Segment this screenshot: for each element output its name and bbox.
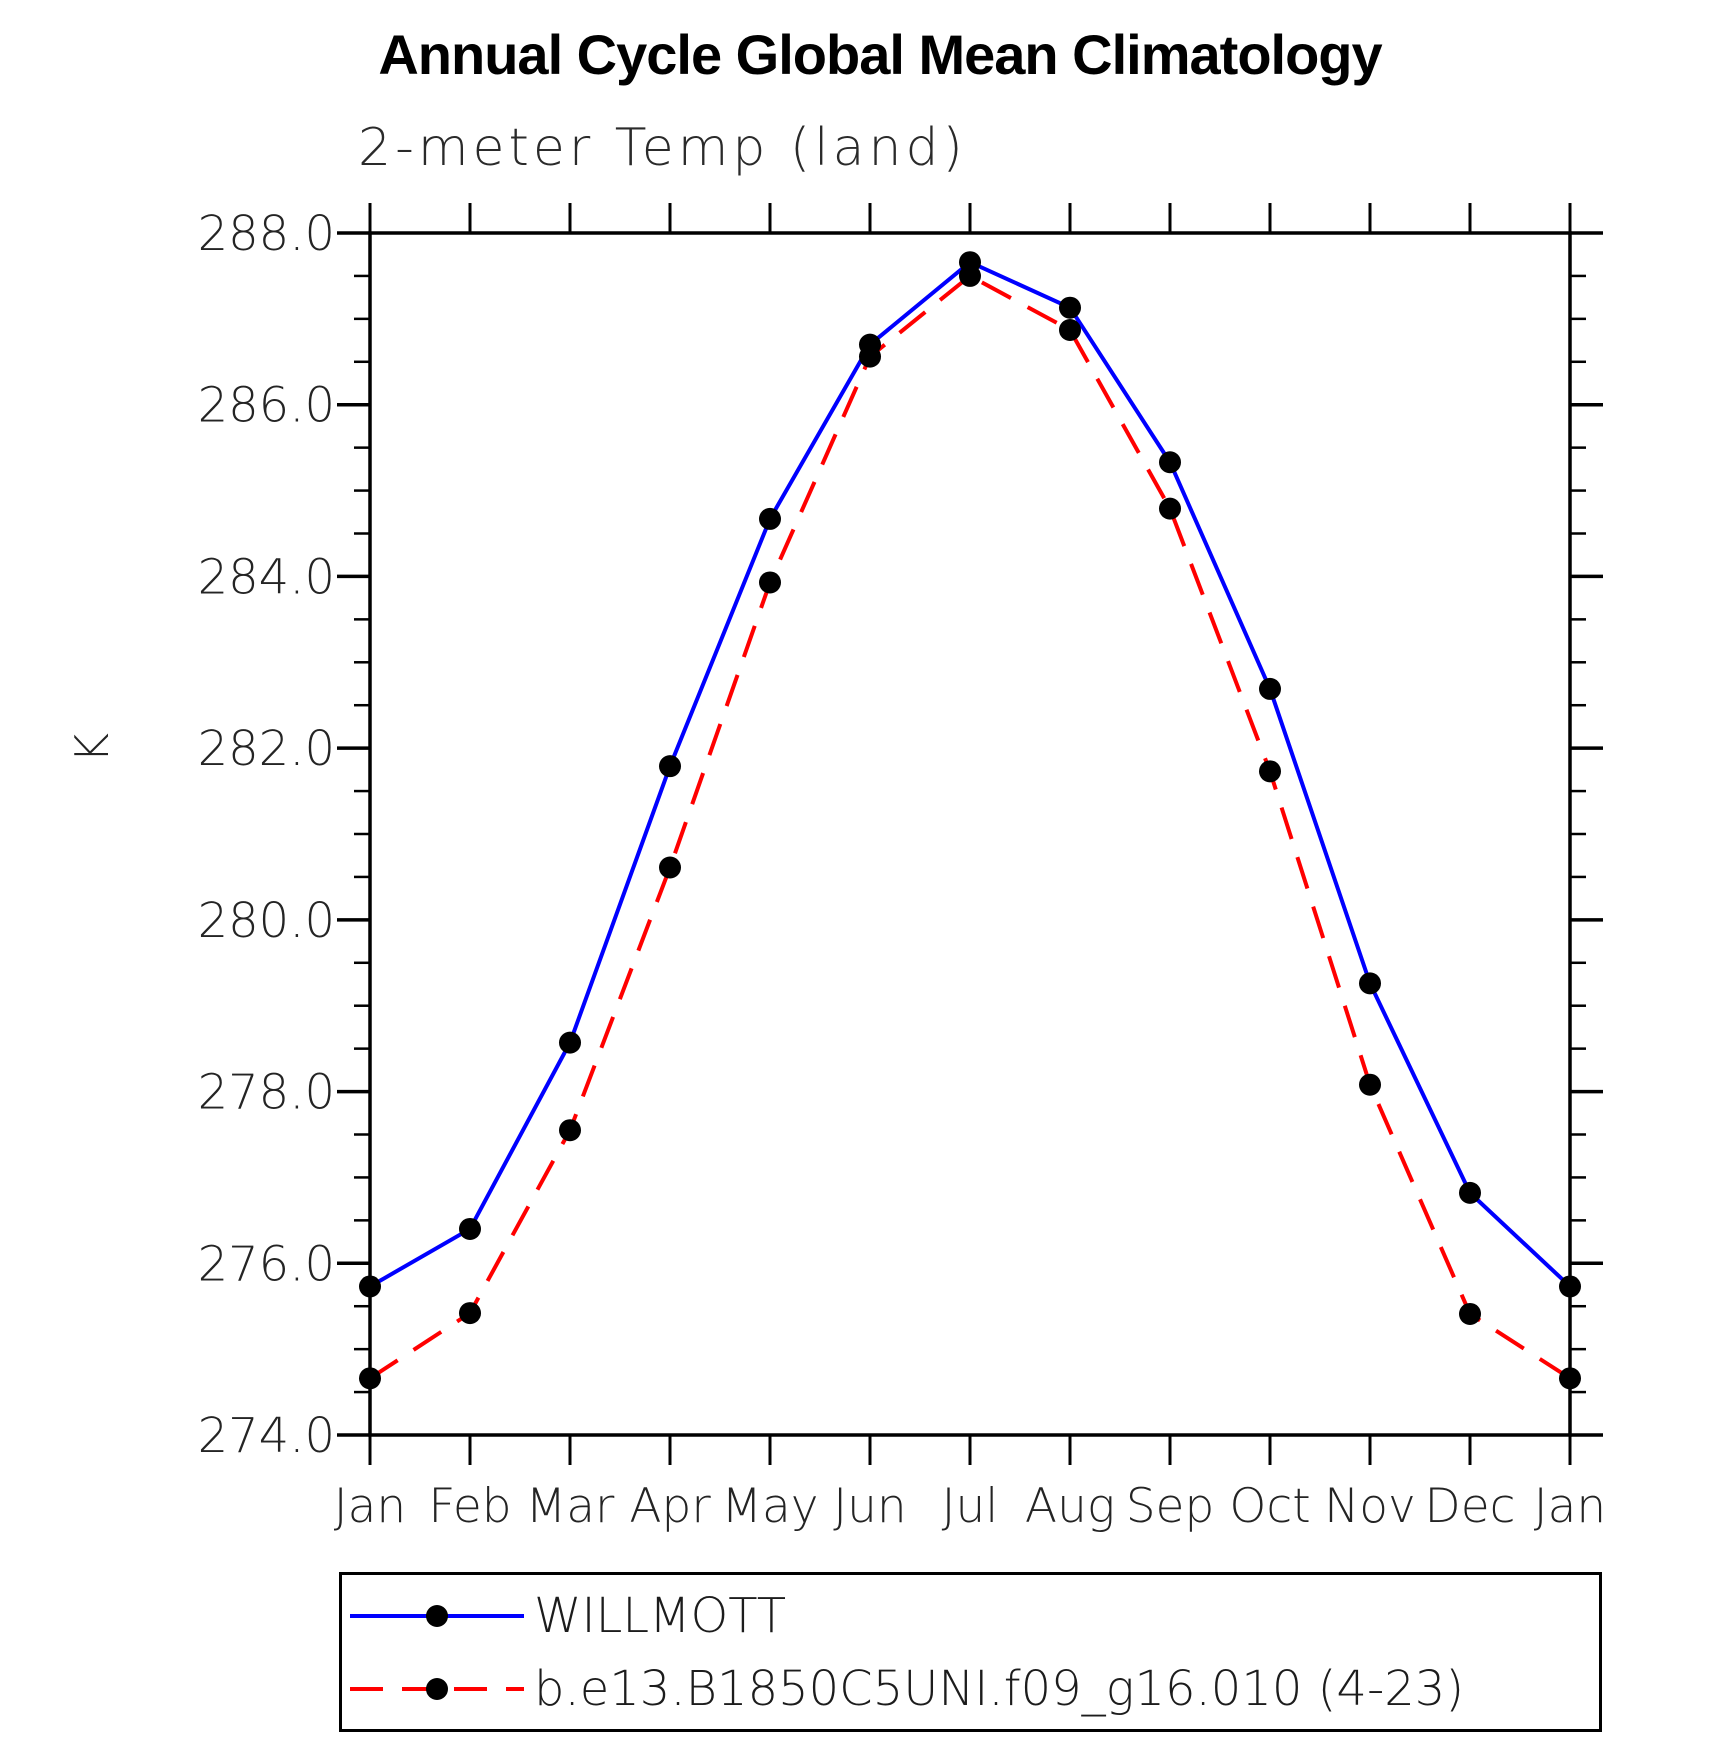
legend-label-willmott: WILLMOTT [534,1587,787,1644]
y-tick-label: 278.0 [198,1065,335,1121]
x-tick-label: Dec [1425,1479,1516,1534]
legend-line-sample-model [350,1677,524,1700]
legend-line-sample-willmott [350,1604,524,1627]
x-tick-label: Feb [428,1479,511,1534]
y-tick-label: 274.0 [198,1408,335,1464]
x-tick-label: Nov [1324,1479,1416,1534]
data-point-0-7 [1059,296,1081,319]
data-point-1-12 [1559,1367,1581,1390]
x-tick-label: Jul [942,1479,999,1534]
legend-marker [426,1677,448,1700]
data-point-0-2 [559,1031,581,1054]
data-point-1-9 [1259,760,1281,783]
data-point-1-4 [759,571,781,594]
data-point-0-9 [1259,677,1281,700]
x-tick-label: Mar [526,1479,615,1534]
legend-item-willmott: WILLMOTT [342,1579,1599,1652]
data-point-1-11 [1459,1302,1481,1325]
data-point-1-10 [1359,1073,1381,1096]
data-point-0-4 [759,507,781,530]
y-tick-label: 286.0 [198,378,335,434]
y-tick-label: 276.0 [198,1236,335,1292]
data-point-1-7 [1059,319,1081,342]
y-tick-label: 284.0 [198,549,335,605]
legend-box: WILLMOTT b.e13.B1850C5UNI.f09_g16.010 (4… [339,1572,1602,1732]
legend-item-model: b.e13.B1850C5UNI.f09_g16.010 (4-23) [342,1652,1599,1725]
series-line-1 [368,273,1572,1381]
data-point-1-1 [459,1302,481,1325]
data-point-1-8 [1159,497,1181,520]
chart-title: Annual Cycle Global Mean Climatology [378,23,1382,86]
data-point-1-6 [959,264,981,287]
plot-frame [368,231,1572,1437]
y-tick-label: 280.0 [198,893,335,949]
y-axis-label: K [65,733,119,763]
data-point-1-3 [659,856,681,879]
chart-subtitle: 2-meter Temp (land) [358,118,967,178]
x-tick-label: Apr [629,1479,711,1534]
legend-marker [426,1604,448,1627]
data-point-1-2 [559,1119,581,1142]
data-point-1-5 [859,345,881,368]
x-tick-label: Sep [1126,1479,1215,1534]
x-tick-label: Jun [833,1479,906,1534]
x-tick-label: Aug [1025,1479,1115,1534]
x-tick-label: May [721,1479,818,1534]
y-tick-label: 288.0 [198,206,335,262]
x-tick-label: Jan [1534,1479,1606,1534]
data-point-0-0 [359,1275,381,1298]
data-point-1-0 [359,1367,381,1390]
y-tick-label: 282.0 [198,721,335,777]
data-point-0-3 [659,755,681,778]
data-point-0-1 [459,1217,481,1240]
data-point-0-10 [1359,972,1381,995]
legend-label-model: b.e13.B1850C5UNI.f09_g16.010 (4-23) [534,1660,1465,1717]
x-tick-label: Oct [1229,1479,1310,1534]
data-point-0-12 [1559,1275,1581,1298]
x-tick-label: Jan [334,1479,406,1534]
data-point-0-8 [1159,451,1181,474]
data-point-0-11 [1459,1181,1481,1204]
